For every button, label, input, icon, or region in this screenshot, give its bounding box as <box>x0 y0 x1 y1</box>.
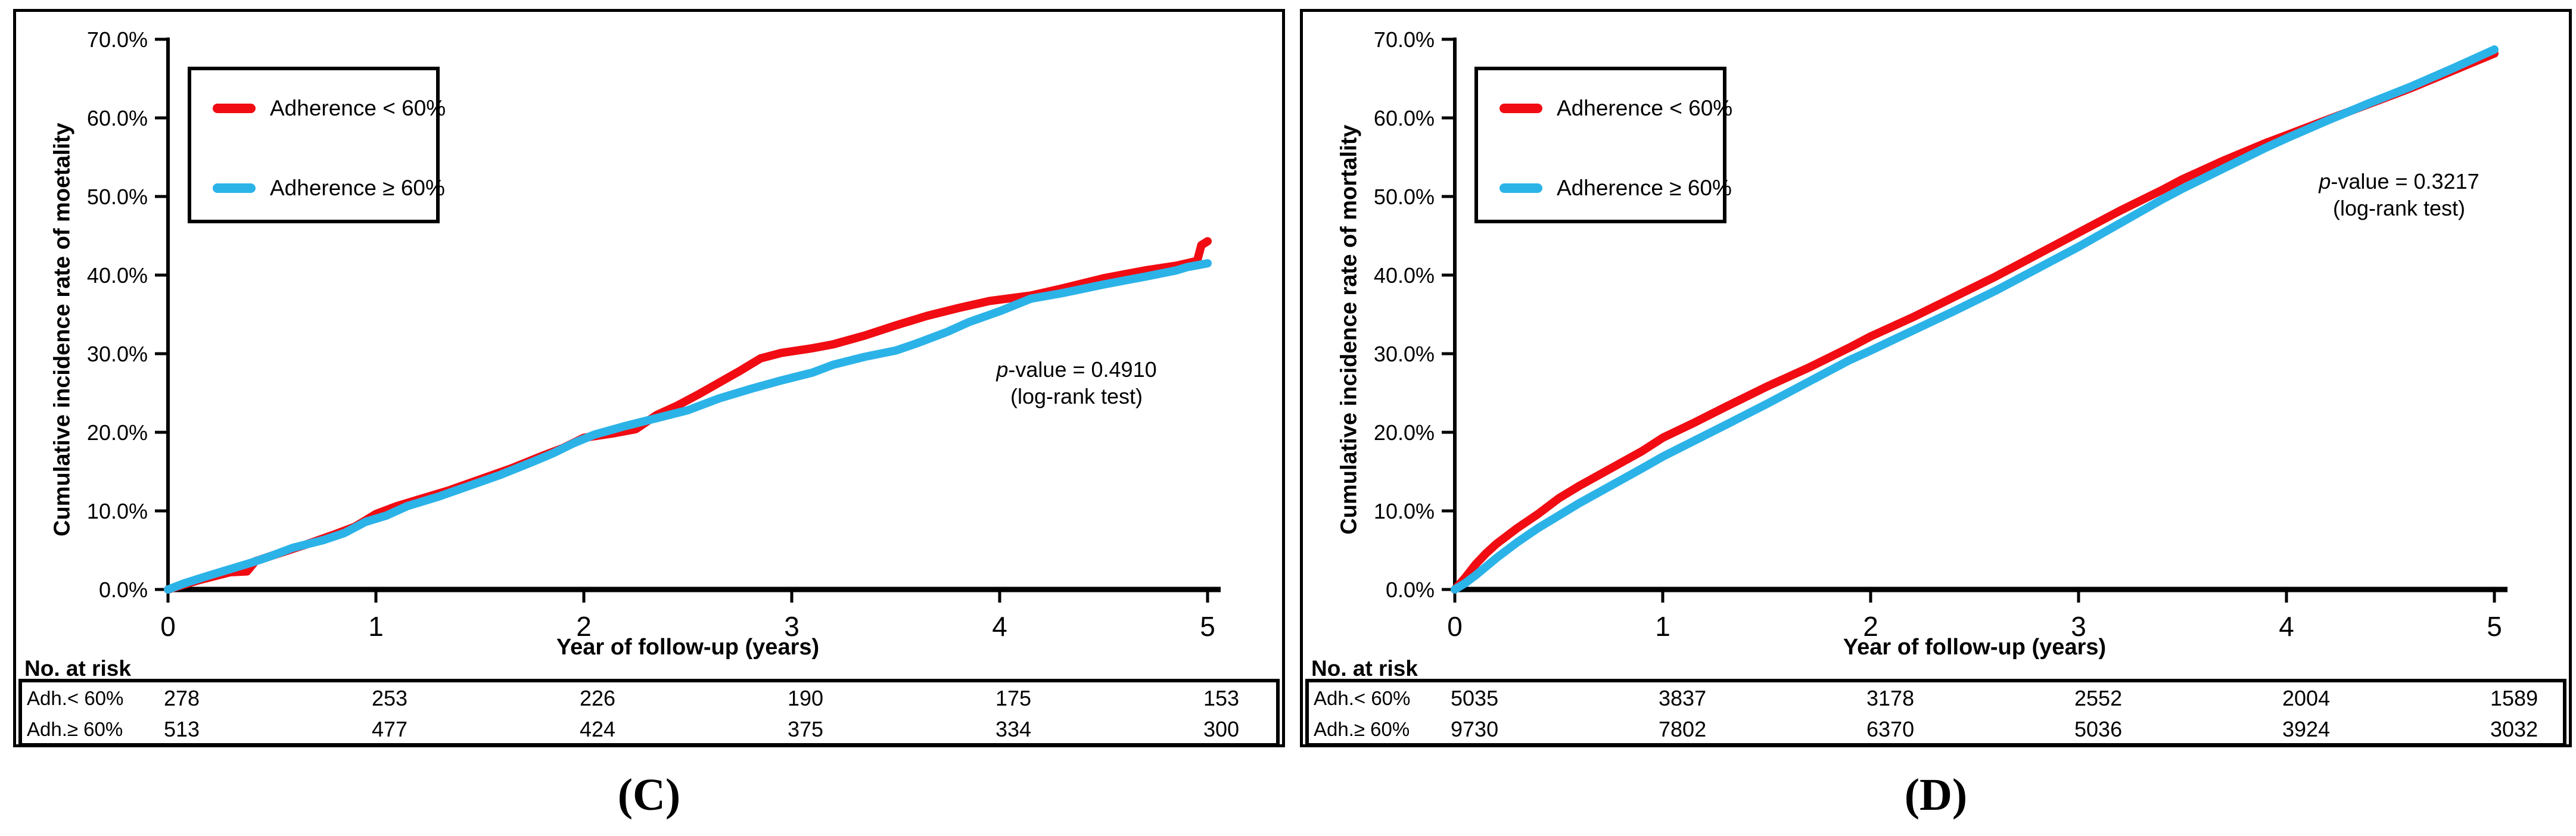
x-tick-label: 2 <box>1863 611 1878 642</box>
risk-value: 153 <box>1203 686 1240 710</box>
risk-value: 1589 <box>2490 686 2538 710</box>
legend-label: Adherence ≥ 60% <box>1557 176 1732 200</box>
y-tick-label: 0.0% <box>99 578 148 602</box>
y-tick-label: 30.0% <box>87 342 148 366</box>
survival-curve <box>164 259 1212 594</box>
panel-caption-c: (C) <box>617 770 681 820</box>
risk-value: 226 <box>580 686 616 710</box>
x-tick-label: 2 <box>576 611 592 642</box>
survival-curve <box>1451 45 2499 594</box>
legend-label: Adherence ≥ 60% <box>270 176 445 200</box>
risk-value: 513 <box>164 717 200 741</box>
risk-value: 5035 <box>1451 686 1499 710</box>
p-value-text: -value = 0.3217 <box>2331 169 2479 194</box>
log-rank-text: (log-rank test) <box>2332 196 2466 220</box>
row-label: Adh.< 60% <box>27 687 124 709</box>
risk-value: 2552 <box>2074 686 2123 710</box>
y-tick-label: 40.0% <box>87 263 148 288</box>
x-tick-label: 0 <box>1447 611 1463 642</box>
panel-c: 0.0% 10.0% 20.0% 30.0% 40.0% 50.0% 60.0% 70.0% 0… <box>13 9 1285 747</box>
risk-value: 334 <box>995 717 1032 741</box>
x-tick-label: 0 <box>160 611 176 642</box>
legend-box: Adherence < 60% Adherence ≥ 60% <box>188 67 446 223</box>
risk-value: 6370 <box>1866 717 1915 741</box>
risk-value: 3178 <box>1866 686 1915 710</box>
legend-entry-adherence-lt60: Adherence < 60% <box>1499 92 1732 125</box>
x-axis-title: Year of follow-up (years) <box>556 635 820 660</box>
p-value-annotation: p-value = 0.3217 (log-rank test) <box>2244 168 2554 222</box>
y-tick-label: 10.0% <box>87 499 148 523</box>
legend-label: Adherence < 60% <box>1557 96 1733 120</box>
legend-entry-adherence-lt60: Adherence < 60% <box>213 92 446 125</box>
x-tick-label: 1 <box>1655 611 1670 642</box>
log-rank-text: (log-rank test) <box>1010 384 1143 408</box>
risk-table-header: No. at risk <box>1311 656 1418 681</box>
legend-box: Adherence < 60% Adherence ≥ 60% <box>1474 67 1732 223</box>
risk-value: 375 <box>788 717 824 741</box>
x-tick-label: 4 <box>992 611 1007 642</box>
panel-caption-d: (D) <box>1904 770 1968 820</box>
x-tick-label: 4 <box>2279 611 2294 642</box>
legend-entry-adherence-ge60: Adherence ≥ 60% <box>213 171 445 205</box>
risk-value: 253 <box>372 686 408 710</box>
table-row: Adh.< 60% 5035 3837 3178 2552 2004 1589 <box>1309 684 2563 713</box>
risk-table-header: No. at risk <box>24 656 131 681</box>
risk-value: 190 <box>788 686 824 710</box>
row-label: Adh.≥ 60% <box>1314 718 1410 740</box>
legend-label: Adherence < 60% <box>270 96 446 120</box>
risk-value: 278 <box>164 686 200 710</box>
risk-value: 5036 <box>2074 717 2123 741</box>
risk-value: 3032 <box>2490 717 2538 741</box>
blue-line-swatch <box>213 183 256 193</box>
survival-plot-c: 0.0% 10.0% 20.0% 30.0% 40.0% 50.0% 60.0% 70.0% 0… <box>87 27 1221 642</box>
y-tick-label: 60.0% <box>1374 106 1435 130</box>
p-symbol: p <box>2319 169 2331 194</box>
table-row: Adh.< 60% 278 253 226 190 175 153 <box>22 684 1276 713</box>
y-axis-title: Cumulative incidence rate of moetality <box>49 123 75 536</box>
y-tick-label: 70.0% <box>87 27 148 52</box>
survival-plot-d: 0.0% 10.0% 20.0% 30.0% 40.0% 50.0% 60.0% 70.0% 0… <box>1374 27 2507 642</box>
panel-d: 0.0% 10.0% 20.0% 30.0% 40.0% 50.0% 60.0% 70.0% 0… <box>1300 9 2572 747</box>
red-line-swatch <box>213 104 256 113</box>
risk-value: 9730 <box>1451 717 1499 741</box>
p-value-text: -value = 0.4910 <box>1008 357 1157 382</box>
y-tick-label: 20.0% <box>87 420 148 445</box>
y-axis-title: Cumulative incidence rate of mortality <box>1336 124 1362 535</box>
table-row: Adh.≥ 60% 9730 7802 6370 5036 3924 3032 <box>1309 715 2563 744</box>
row-label: Adh.< 60% <box>1314 687 1411 709</box>
y-tick-label: 10.0% <box>1374 499 1435 523</box>
p-symbol: p <box>996 357 1009 382</box>
red-line-swatch <box>1499 104 1542 113</box>
risk-table: Adh.< 60% 5035 3837 3178 2552 2004 1589 … <box>1305 679 2566 747</box>
row-label: Adh.≥ 60% <box>27 718 123 740</box>
y-tick-label: 0.0% <box>1386 578 1435 602</box>
y-tick-label: 50.0% <box>1374 185 1435 209</box>
y-tick-label: 30.0% <box>1374 342 1435 366</box>
y-tick-label: 20.0% <box>1374 420 1435 445</box>
x-tick-label: 3 <box>2071 611 2086 642</box>
table-row: Adh.≥ 60% 513 477 424 375 334 300 <box>22 715 1276 744</box>
p-value-annotation: p-value = 0.4910 (log-rank test) <box>922 356 1231 410</box>
x-tick-label: 3 <box>784 611 799 642</box>
risk-value: 175 <box>995 686 1032 710</box>
legend-entry-adherence-ge60: Adherence ≥ 60% <box>1499 171 1732 205</box>
risk-value: 300 <box>1203 717 1240 741</box>
y-tick-label: 60.0% <box>87 106 148 130</box>
y-tick-label: 40.0% <box>1374 263 1435 288</box>
risk-value: 3837 <box>1659 686 1707 710</box>
y-tick-label: 70.0% <box>1374 27 1435 52</box>
x-axis-title: Year of follow-up (years) <box>1843 635 2107 660</box>
x-tick-label: 1 <box>368 611 384 642</box>
risk-value: 3924 <box>2282 717 2331 741</box>
risk-value: 424 <box>580 717 616 741</box>
risk-value: 7802 <box>1659 717 1707 741</box>
x-tick-label: 5 <box>1200 611 1215 642</box>
y-tick-label: 50.0% <box>87 185 148 209</box>
blue-line-swatch <box>1499 183 1542 193</box>
x-tick-label: 5 <box>2487 611 2502 642</box>
risk-value: 477 <box>372 717 408 741</box>
risk-value: 2004 <box>2282 686 2331 710</box>
risk-table: Adh.< 60% 278 253 226 190 175 153 Adh.≥ … <box>18 679 1280 747</box>
